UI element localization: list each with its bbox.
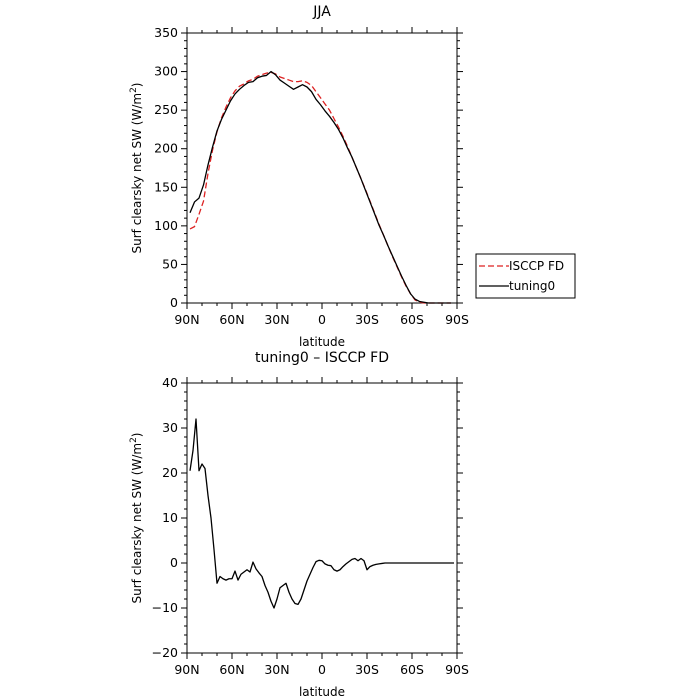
y-tick-label: 0 xyxy=(170,555,178,570)
x-tick-label: 30S xyxy=(355,312,379,327)
y-tick-label: −10 xyxy=(152,600,178,615)
y-axis: −20 −10 0 10 20 30 40 xyxy=(152,375,463,660)
x-tick-label: 30N xyxy=(264,312,289,327)
y-axis-label: Surf clearsky net SW (W/m2) xyxy=(129,433,144,604)
x-axis-label: latitude xyxy=(299,685,345,699)
y-tick-label: 350 xyxy=(154,25,178,40)
y-tick-label: 300 xyxy=(154,64,178,79)
series-line-difference xyxy=(189,418,454,609)
plot-frame xyxy=(186,32,458,304)
x-axis-label: latitude xyxy=(299,335,345,349)
x-tick-label: 60N xyxy=(219,662,244,677)
x-tick-label: 60S xyxy=(400,312,424,327)
legend-label-isccp: ISCCP FD xyxy=(509,259,564,273)
chart-title: JJA xyxy=(312,4,331,20)
x-tick-label: 30N xyxy=(264,662,289,677)
panel-top: JJA 0 50 100 150 200 250 300 350 90N 60N 30N 0 30S 6… xyxy=(129,4,576,349)
y-tick-label: −20 xyxy=(152,645,178,660)
x-tick-label: 90S xyxy=(445,662,469,677)
y-tick-label: 50 xyxy=(162,256,178,271)
y-tick-label: 200 xyxy=(154,141,178,156)
x-tick-label: 30S xyxy=(355,662,379,677)
series-group xyxy=(189,418,454,609)
x-tick-label: 90N xyxy=(174,662,199,677)
y-tick-label: 250 xyxy=(154,102,178,117)
y-tick-label: 0 xyxy=(170,295,178,310)
y-axis: 0 50 100 150 200 250 300 350 xyxy=(154,25,463,310)
legend-box xyxy=(475,253,576,299)
y-tick-label: 40 xyxy=(162,375,178,390)
legend: ISCCP FD tuning0 xyxy=(475,253,576,299)
y-axis-label-tail: ) xyxy=(130,83,144,88)
series-group xyxy=(189,70,451,304)
legend-label-tuning0: tuning0 xyxy=(509,279,555,293)
y-tick-label: 30 xyxy=(162,420,178,435)
x-tick-label: 0 xyxy=(318,662,326,677)
x-tick-label: 0 xyxy=(318,312,326,327)
x-tick-label: 60N xyxy=(219,312,244,327)
y-axis-label: Surf clearsky net SW (W/m2) xyxy=(129,83,144,254)
series-line-isccp-fd xyxy=(189,71,451,304)
y-axis-label-main: Surf clearsky net SW (W/m xyxy=(130,93,144,254)
y-tick-label: 100 xyxy=(154,218,178,233)
y-axis-label-tail: ) xyxy=(130,433,144,438)
plot-frame xyxy=(186,382,458,654)
x-axis: 90N 60N 30N 0 30S 60S 90S xyxy=(174,27,469,327)
y-tick-label: 10 xyxy=(162,510,178,525)
x-tick-label: 90S xyxy=(445,312,469,327)
y-axis-label-main: Surf clearsky net SW (W/m xyxy=(130,443,144,604)
y-axis-label-sup: 2 xyxy=(129,87,139,93)
y-axis-label-sup: 2 xyxy=(129,437,139,443)
x-axis: 90N 60N 30N 0 30S 60S 90S xyxy=(174,377,469,677)
chart-title: tuning0 – ISCCP FD xyxy=(255,350,389,366)
x-tick-label: 60S xyxy=(400,662,424,677)
series-line-tuning0 xyxy=(189,70,451,304)
y-tick-label: 20 xyxy=(162,465,178,480)
x-tick-label: 90N xyxy=(174,312,199,327)
y-tick-label: 150 xyxy=(154,179,178,194)
